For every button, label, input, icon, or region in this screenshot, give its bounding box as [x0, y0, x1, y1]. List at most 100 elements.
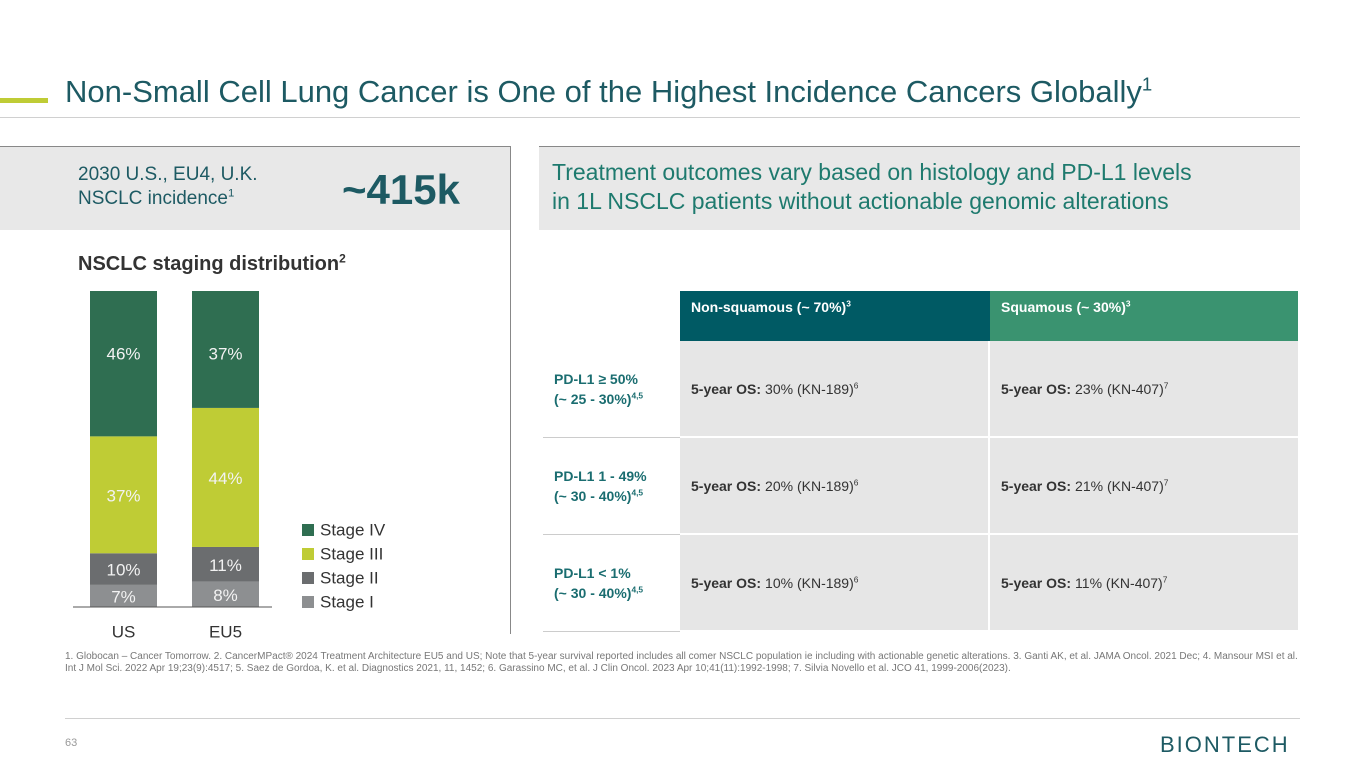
cell-sup: 7 [1163, 476, 1169, 487]
cell-bold: 5-year OS: [1001, 477, 1072, 494]
x-tick-label: US [112, 622, 136, 641]
divider [510, 146, 511, 634]
cell-content: 5-year OS: 20% (KN-189)6 [691, 478, 858, 494]
row-label-line: (~ 30 - 40%)4,5 [554, 486, 680, 506]
header-text: Squamous (~ 30%) [1001, 299, 1126, 315]
header-sup: 3 [846, 298, 851, 309]
value-label: 7% [111, 587, 136, 606]
outcomes-box [539, 147, 1300, 230]
row-label-line: (~ 30 - 40%)4,5 [554, 583, 680, 603]
incidence-sup: 1 [227, 187, 235, 200]
table-cell: 5-year OS: 23% (KN-407)7 [990, 341, 1298, 438]
bar-segment [192, 291, 259, 408]
value-label: 44% [208, 469, 242, 488]
cell-sup: 6 [853, 379, 859, 390]
value-label: 11% [209, 556, 242, 575]
legend-swatch [302, 548, 314, 560]
value-label: 10% [106, 561, 140, 580]
cell-text: 30% (KN-189) [765, 380, 854, 397]
legend-label: Stage IV [320, 520, 386, 539]
table-cell: 5-year OS: 10% (KN-189)6 [680, 535, 988, 632]
cell-content: 5-year OS: 21% (KN-407)7 [1001, 478, 1168, 494]
bar-segment [90, 291, 157, 437]
cell-bold: 5-year OS: [1001, 380, 1072, 397]
row-label-line: PD-L1 ≥ 50% [554, 371, 638, 387]
cell-content: 5-year OS: 23% (KN-407)7 [1001, 381, 1168, 397]
incidence-line: 2030 U.S., EU4, U.K. [78, 164, 258, 185]
value-label: 8% [213, 586, 238, 605]
column-header: Non-squamous (~ 70%)3 [680, 291, 990, 341]
row-label-text: (~ 30 - 40%) [554, 585, 632, 601]
x-tick-label: EU5 [209, 622, 242, 641]
chart: 7% 10% 37% 46% US 8% 11% 44% 37% EU5 Stage I Stage … [73, 291, 386, 641]
row-label: PD-L1 ≥ 50% (~ 25 - 30%)4,5 [543, 341, 680, 438]
cell-sup: 7 [1163, 379, 1169, 390]
title-sup: 1 [1141, 73, 1153, 95]
divider [0, 146, 511, 147]
table-cell: 5-year OS: 21% (KN-407)7 [990, 438, 1298, 535]
row-label-text: (~ 30 - 40%) [554, 488, 632, 504]
cell-bold: 5-year OS: [691, 380, 762, 397]
incidence-label: 2030 U.S., EU4, U.K. NSCLC incidence1 [78, 163, 258, 211]
incidence-box [0, 147, 510, 230]
legend-label: Stage I [320, 592, 374, 611]
cell-text: 23% (KN-407) [1075, 380, 1164, 397]
page-number: 63 [65, 737, 78, 749]
legend-label: Stage III [320, 544, 383, 563]
cell-text: 11% (KN-407) [1075, 574, 1163, 591]
value-label: 37% [208, 344, 242, 363]
row-label-line: (~ 25 - 30%)4,5 [554, 389, 680, 409]
row-label: PD-L1 < 1% (~ 30 - 40%)4,5 [543, 535, 680, 632]
divider [65, 718, 1300, 719]
outcomes-line: in 1L NSCLC patients without actionable … [552, 188, 1169, 214]
title-text: Non-Small Cell Lung Cancer is One of the… [65, 74, 1142, 109]
table-cell: 5-year OS: 11% (KN-407)7 [990, 535, 1298, 632]
header-sup: 3 [1125, 298, 1131, 309]
accent-bar [0, 98, 48, 103]
cell-text: 10% (KN-189) [765, 574, 854, 591]
legend-swatch [302, 596, 314, 608]
row-label-sup: 4,5 [631, 487, 644, 498]
cell-content: 5-year OS: 10% (KN-189)6 [691, 575, 858, 591]
value-label: 46% [106, 344, 140, 363]
row-label-line: PD-L1 1 - 49% [554, 468, 647, 484]
legend-swatch [302, 524, 314, 536]
table-cell: 5-year OS: 30% (KN-189)6 [680, 341, 988, 438]
bar-segment [90, 553, 157, 585]
slide-title: Non-Small Cell Lung Cancer is One of the… [65, 74, 1152, 110]
chart-title-sup: 2 [339, 251, 346, 266]
incidence-value: ~415k [342, 166, 460, 213]
cell-text: 20% (KN-189) [765, 477, 854, 494]
row-label-text: (~ 25 - 30%) [554, 391, 632, 407]
cell-bold: 5-year OS: [1001, 574, 1072, 591]
cell-sup: 7 [1162, 573, 1168, 584]
row-label-sup: 4,5 [631, 390, 644, 401]
cell-sup: 6 [853, 573, 859, 584]
cell-sup: 6 [853, 476, 859, 487]
cell-bold: 5-year OS: [691, 477, 762, 494]
divider [0, 117, 1300, 118]
value-label: 37% [106, 486, 140, 505]
table-cell: 5-year OS: 20% (KN-189)6 [680, 438, 988, 535]
chart-title: NSCLC staging distribution2 [78, 251, 346, 276]
header-text: Non-squamous (~ 70%) [691, 299, 847, 315]
bar-segment [192, 581, 259, 607]
cell-content: 5-year OS: 11% (KN-407)7 [1001, 575, 1167, 591]
bar-segment [192, 407, 259, 547]
footnote: 1. Globocan – Cancer Tomorrow. 2. Cancer… [65, 651, 1298, 674]
logo: BIONTECH [1160, 732, 1290, 757]
bar-segment [90, 584, 157, 607]
bar-segment [192, 546, 259, 582]
chart-title-text: NSCLC staging distribution [78, 253, 340, 275]
legend-swatch [302, 572, 314, 584]
legend-label: Stage II [320, 568, 379, 587]
column-header: Squamous (~ 30%)3 [990, 291, 1298, 341]
row-label-sup: 4,5 [631, 584, 644, 595]
cell-bold: 5-year OS: [691, 574, 762, 591]
row-label: PD-L1 1 - 49% (~ 30 - 40%)4,5 [543, 438, 680, 535]
outcomes-line: Treatment outcomes vary based on histolo… [552, 159, 1192, 185]
row-label-line: PD-L1 < 1% [554, 565, 631, 581]
cell-content: 5-year OS: 30% (KN-189)6 [691, 381, 858, 397]
cell-text: 21% (KN-407) [1075, 477, 1164, 494]
